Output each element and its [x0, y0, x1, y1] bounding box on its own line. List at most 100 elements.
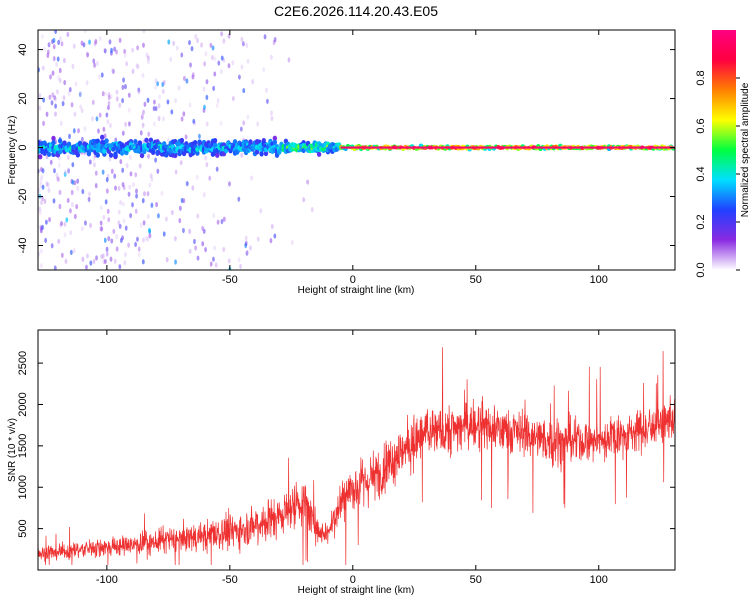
spectrogram-speckle: [237, 196, 241, 202]
spectrogram-speckle: [118, 223, 122, 229]
spectrogram-speckle: [104, 91, 107, 97]
spectrogram-speckle: [115, 233, 119, 240]
spectrogram-speckle: [131, 68, 135, 74]
spectrogram-speckle: [139, 222, 143, 228]
x-tick-label: -100: [96, 574, 118, 586]
spectrogram-speckle: [136, 45, 139, 51]
spectrogram-speckle: [57, 176, 60, 182]
x-tick-label: -100: [96, 274, 118, 286]
spectrogram-speckle: [121, 167, 125, 173]
spectrogram-speckle: [148, 227, 151, 234]
spectrogram-speckle: [167, 39, 171, 45]
spectrogram-speckle: [192, 118, 196, 124]
spectrogram-speckle: [162, 79, 166, 86]
spectrogram-speckle: [39, 182, 43, 189]
spectrogram-speckle: [205, 121, 209, 127]
spectrogram-speckle: [239, 126, 243, 132]
spectrogram-speckle: [146, 213, 150, 220]
spectrogram-speckle: [161, 81, 165, 88]
spectrogram-speckle: [141, 72, 145, 79]
spectrogram-frame: [37, 29, 676, 271]
spectrogram-speckle: [249, 245, 252, 251]
spectrogram-speckle: [71, 162, 75, 168]
spectrogram-speckle: [266, 98, 269, 104]
spectrogram-speckle: [128, 154, 132, 160]
spectrogram-speckle: [66, 197, 70, 204]
spectrogram-speckle: [71, 63, 75, 69]
spectrogram-speckle: [215, 102, 219, 109]
spectrogram-speckle: [63, 171, 67, 177]
spectrogram-speckle: [210, 54, 214, 61]
spectrogram-speckle: [143, 101, 147, 107]
spectrogram-speckle: [182, 227, 185, 234]
spectrogram-speckle: [92, 258, 96, 265]
spectrogram-speckle: [103, 133, 107, 139]
spectrogram-speckle: [58, 67, 62, 74]
colorbar-tick-label: 0.0: [695, 262, 707, 277]
spectrogram-speckle: [270, 110, 273, 116]
spectrogram-speckle: [81, 136, 84, 142]
spectrogram-speckle: [58, 203, 62, 210]
spectrogram-speckle: [91, 99, 95, 105]
spectrogram-speckle: [41, 33, 44, 40]
spectrogram-speckle: [102, 259, 106, 265]
spectrogram-band-cell: [263, 150, 269, 157]
spectrogram-band-cell: [316, 151, 322, 157]
spectrogram-speckle: [40, 263, 43, 269]
spectrogram-speckle: [123, 48, 127, 55]
spectrogram-speckle: [128, 121, 131, 127]
y-tick-label: 1500: [17, 434, 29, 458]
spectrogram-speckle: [157, 103, 161, 109]
spectrogram-speckle: [142, 109, 145, 115]
spectrogram-speckle: [69, 249, 73, 256]
spectrogram-speckle: [107, 236, 111, 242]
spectrogram-speckle: [82, 42, 86, 48]
colorbar-tick-label: 0.8: [695, 70, 707, 85]
spectrogram-speckle: [47, 42, 51, 48]
spectrogram-speckle: [43, 198, 47, 204]
spectrogram-speckle: [196, 255, 200, 261]
spectrogram-speckle: [228, 181, 231, 187]
spectrogram-speckle: [287, 57, 291, 63]
snr-marks: [38, 347, 675, 566]
spectrogram-speckle: [127, 92, 131, 98]
spectrogram-speckle: [141, 259, 145, 265]
colorbar-ticks: 0.0 0.2 0.4 0.6 0.8: [695, 70, 740, 278]
spectrogram-speckle: [50, 243, 54, 249]
spectrogram-speckle: [180, 116, 184, 122]
spectrogram-speckle: [209, 42, 213, 48]
spectrogram-speckle: [154, 157, 158, 163]
spectrogram-speckle: [56, 176, 60, 182]
spectrogram-band-cell: [272, 135, 278, 141]
spectrogram-speckle: [227, 63, 231, 69]
spectrogram-speckle: [262, 67, 266, 73]
spectrogram-speckle: [67, 167, 70, 173]
spectrogram-speckle: [95, 255, 98, 261]
spectrogram-speckle: [79, 104, 83, 110]
y-tick-label: 2500: [17, 351, 29, 375]
spectrogram-speckle: [69, 230, 73, 236]
spectrogram-band-cell: [95, 152, 100, 158]
spectrogram-speckle: [57, 75, 61, 81]
spectrogram-speckle: [182, 198, 186, 204]
spectrogram-speckle: [40, 166, 43, 173]
spectrogram-speckle: [188, 228, 192, 234]
spectrogram-speckle: [212, 256, 215, 262]
spectrogram-band-cell: [164, 152, 169, 158]
spectrogram-speckle: [205, 94, 209, 101]
spectrogram-speckle: [177, 85, 181, 91]
spectrogram-band-cell: [108, 152, 114, 158]
spectrogram-speckle: [72, 248, 76, 254]
spectrogram-speckle: [106, 119, 110, 125]
spectrogram-speckle: [65, 217, 69, 223]
spectrogram-speckle: [222, 216, 226, 222]
spectrogram-speckle: [134, 172, 138, 178]
spectrogram-speckle: [107, 217, 111, 223]
spectrogram-x-ticks: -100 -50 0 50 100: [96, 30, 608, 286]
spectrogram-speckle: [125, 163, 129, 169]
spectrogram-speckle: [156, 168, 160, 174]
spectrogram-speckle: [223, 216, 226, 222]
spectrogram-speckle: [38, 187, 41, 193]
spectrogram-speckle: [85, 80, 89, 86]
spectrogram-speckle: [180, 197, 184, 204]
